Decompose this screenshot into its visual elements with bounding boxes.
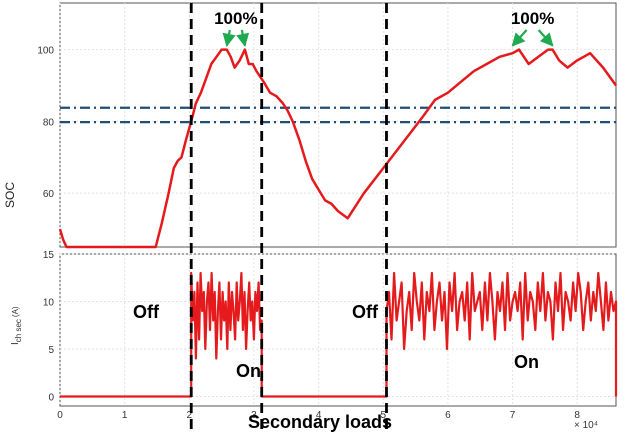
peak-annotation-arrow — [537, 29, 554, 47]
peak-annotation-arrow — [236, 29, 250, 47]
peak-annotation-arrow — [222, 29, 236, 47]
soc-y-tick-label: 100 — [37, 46, 54, 57]
current-panel: 0 5 10 15 0 1 2 3 4 5 6 7 8 Ich sec (A) × 10⁴ Off On… — [10, 250, 618, 432]
current-x-multiplier: × 10⁴ — [574, 420, 598, 431]
current-x-tick-label: 2 — [187, 410, 193, 421]
soc-panel: 60 80 100 SOC 100% 100% — [3, 2, 618, 249]
current-x-tick-label: 6 — [445, 410, 451, 421]
current-y-label-unit: (A) — [11, 306, 20, 317]
peak-annotation-arrow — [511, 29, 528, 47]
soc-y-tick-label: 60 — [43, 189, 55, 200]
current-x-tick-label: 0 — [57, 410, 63, 421]
current-series-line — [60, 271, 618, 398]
soc-series-line — [58, 48, 618, 249]
caption-secondary-loads: Secondary loads — [248, 412, 392, 432]
current-x-tick-label: 8 — [574, 410, 580, 421]
current-y-tick-label: 15 — [43, 250, 55, 261]
soc-grid — [59, 3, 616, 247]
peak-annotation-label: 100% — [214, 9, 257, 28]
soc-y-tick-label: 80 — [43, 117, 55, 128]
soc-y-ticks: 60 80 100 — [37, 46, 54, 201]
peak-annotation-label: 100% — [511, 9, 554, 28]
mode-dividers — [189, 3, 388, 432]
current-y-label-main: I — [10, 342, 21, 345]
current-y-tick-label: 0 — [48, 393, 54, 404]
current-x-ticks: 0 1 2 3 4 5 6 7 8 — [57, 410, 580, 421]
soc-annotations: 100% 100% — [214, 9, 554, 47]
current-y-label-sub: ch sec — [14, 319, 23, 342]
current-x-tick-label: 1 — [122, 410, 128, 421]
state-label-off-2: Off — [352, 302, 379, 322]
current-y-ticks: 0 5 10 15 — [43, 250, 55, 404]
current-x-tick-label: 3 — [251, 410, 257, 421]
current-x-tick-label: 4 — [316, 410, 322, 421]
state-label-on-1: On — [236, 361, 261, 381]
current-y-tick-label: 10 — [43, 298, 55, 309]
current-x-tick-label: 7 — [510, 410, 516, 421]
current-y-axis-label: Ich sec (A) — [10, 306, 23, 345]
state-label-off-1: Off — [133, 302, 160, 322]
current-plot-frame — [59, 253, 617, 407]
soc-y-axis-label: SOC — [3, 182, 17, 208]
state-label-on-2: On — [514, 352, 539, 372]
current-y-tick-label: 5 — [48, 345, 54, 356]
soc-thresholds — [60, 106, 616, 124]
current-x-tick-label: 5 — [380, 410, 386, 421]
